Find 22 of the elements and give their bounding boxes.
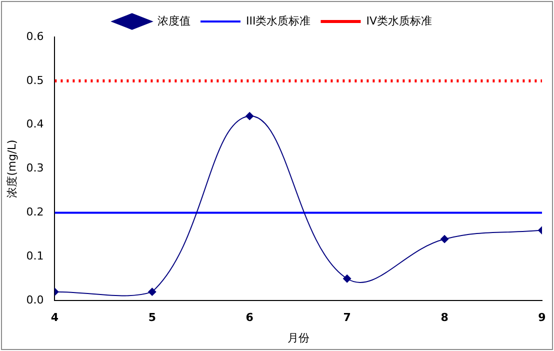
y-tick-label: 0.0	[26, 293, 44, 306]
x-tick-label: 4	[50, 311, 59, 324]
point	[148, 288, 156, 296]
y-tick-label: 0.1	[26, 250, 44, 263]
x-axis-title: 月份	[287, 331, 310, 344]
legend-label: 浓度值	[158, 14, 190, 28]
x-tick-label: 6	[246, 311, 254, 324]
point	[246, 112, 254, 120]
legend-label: III类水质标准	[246, 14, 311, 28]
y-tick-label: 0.2	[26, 206, 44, 219]
point	[440, 235, 449, 244]
x-tick-label: 8	[440, 311, 448, 324]
x-tick-label: 5	[148, 311, 156, 324]
point	[343, 274, 352, 283]
legend-label: IV类水质标准	[366, 14, 432, 28]
y-tick-label: 0.3	[26, 162, 44, 175]
y-tick-label: 0.5	[26, 74, 44, 87]
x-tick-label: 7	[343, 311, 351, 324]
x-tick-label: 9	[538, 311, 546, 324]
y-axis-title: 浓度(mg/L)	[5, 140, 18, 198]
y-tick-label: 0.4	[26, 118, 44, 131]
y-tick-label: 0.6	[26, 30, 44, 43]
